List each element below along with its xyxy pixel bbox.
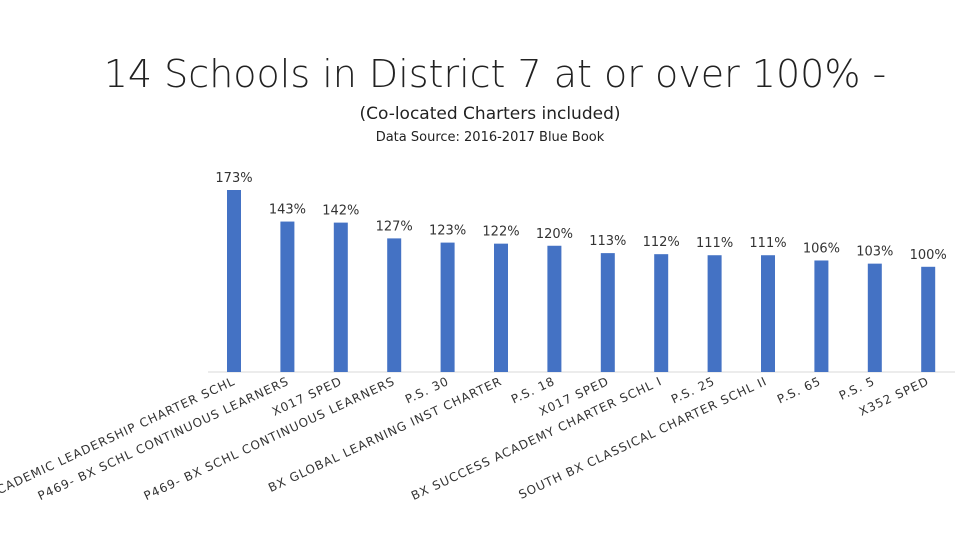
bar	[547, 245, 562, 372]
data-label: 173%	[215, 171, 252, 186]
category-label: P.S. 65	[775, 374, 823, 406]
bar	[494, 243, 508, 372]
data-label: 111%	[696, 236, 733, 251]
data-source: Data Source: 2016-2017 Blue Book	[375, 130, 605, 145]
data-label: 142%	[322, 204, 359, 219]
bar	[440, 242, 455, 372]
bar	[761, 255, 775, 372]
bar	[921, 266, 936, 372]
data-label: 113%	[589, 234, 626, 249]
category-label: ACADEMIC LEADERSHIP CHARTER SCHL	[0, 374, 237, 501]
data-label: 123%	[429, 224, 466, 239]
data-label: 122%	[482, 225, 519, 240]
data-label: 120%	[536, 227, 573, 242]
bar	[654, 254, 669, 372]
data-label: 111%	[749, 236, 786, 251]
data-label: 100%	[910, 248, 947, 263]
bar	[333, 222, 348, 372]
bar	[280, 221, 295, 372]
data-label: 112%	[643, 235, 680, 250]
bar	[387, 238, 402, 372]
chart-title: 14 Schools in District 7 at or over 100%…	[103, 52, 887, 96]
bar	[227, 190, 241, 372]
chart-subtitle: (Co-located Charters included)	[359, 104, 621, 124]
bar	[867, 263, 882, 372]
bar	[707, 255, 722, 372]
data-label: 106%	[803, 241, 840, 256]
data-label: 103%	[856, 245, 893, 260]
data-label: 143%	[269, 203, 306, 218]
data-label: 127%	[376, 219, 413, 234]
bar	[814, 260, 829, 372]
bar	[600, 253, 615, 372]
